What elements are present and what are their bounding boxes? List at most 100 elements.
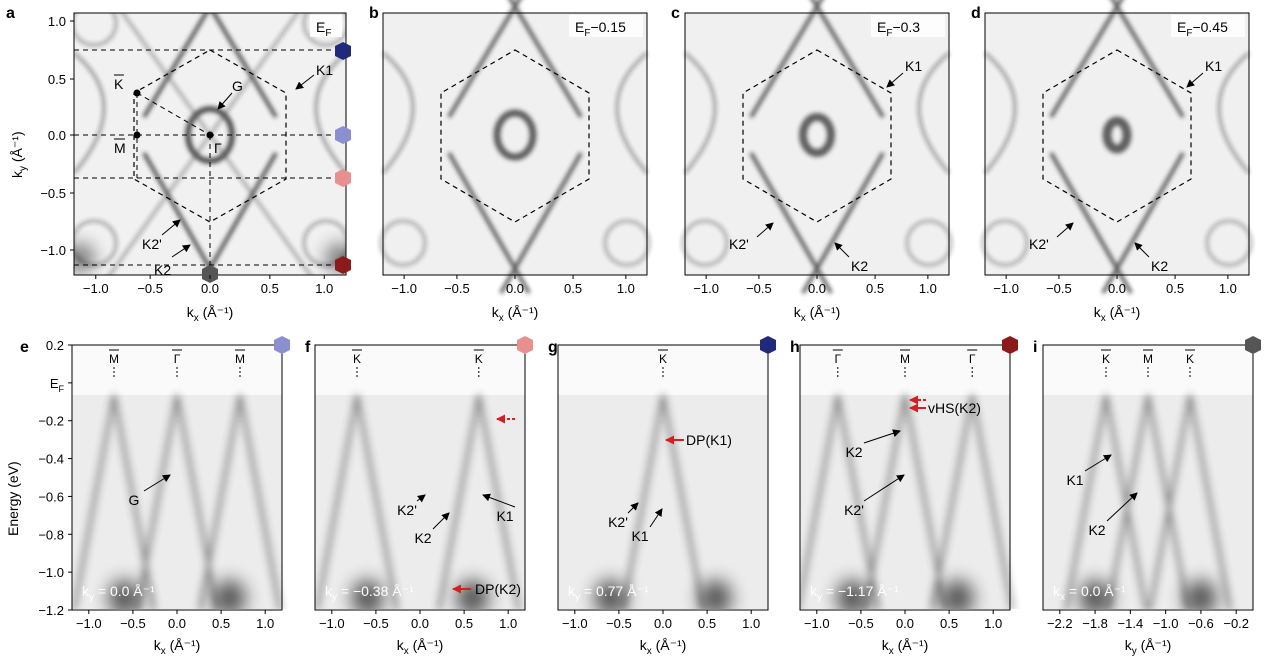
x-tick-label: 0.5 xyxy=(866,281,884,296)
x-tick-label: 0.0 xyxy=(1108,281,1126,296)
x-tick-label: 1.0 xyxy=(742,616,760,631)
momentum-label: ky = −0.38 Å⁻¹ xyxy=(325,583,414,603)
x-tick-label: 0.5 xyxy=(212,616,230,631)
panel-label-i: i xyxy=(1033,339,1037,356)
band-label: K2 xyxy=(1088,522,1105,538)
label-K2: K2 xyxy=(1151,258,1168,274)
x-tick-label: 0.5 xyxy=(940,616,958,631)
label-K2-a: K2 xyxy=(154,262,171,278)
fermi-surface-map-b xyxy=(379,0,651,294)
sym-point-label: M xyxy=(109,352,119,366)
x-tick-label: 0.5 xyxy=(564,281,582,296)
x-tick-label: −1.4 xyxy=(1118,616,1144,631)
label-K1-a: K1 xyxy=(316,62,333,78)
x-tick-label: −1.0 xyxy=(562,616,588,631)
sym-point-label: M xyxy=(1143,352,1153,366)
x-tick-label: −1.0 xyxy=(804,616,830,631)
kx-axis-label: kx (Å⁻¹) xyxy=(794,304,841,324)
x-tick-label: 0.0 xyxy=(896,616,914,631)
label-Mbar: M xyxy=(114,140,126,156)
x-tick-label: −0.5 xyxy=(606,616,632,631)
momentum-label: ky = 0.77 Å⁻¹ xyxy=(568,583,649,603)
panel-e: e M Γ Mky = 0.0 Å⁻¹ −1.0 −0.5 0.0 0.5 1.0 kx (Å⁻¹… xyxy=(20,336,290,657)
vhs-label: vHS(K2) xyxy=(928,400,981,416)
x-tick-label: −1.0 xyxy=(391,281,417,296)
brillouin-zone-hexagon xyxy=(1042,49,1192,223)
cut-marker-hexagon xyxy=(517,336,533,354)
band-label: K1 xyxy=(496,508,513,524)
brillouin-zone-hexagon xyxy=(440,49,590,223)
kx-axis-label: kx (Å⁻¹) xyxy=(187,304,234,324)
panel-a: a xyxy=(6,5,351,283)
arpes-cut-f xyxy=(315,345,525,609)
x-tick-label: −0.2 xyxy=(1223,616,1249,631)
x-tick-label: −0.5 xyxy=(120,616,146,631)
sym-point-label: Γ xyxy=(969,352,976,366)
sym-point-label: K xyxy=(475,352,483,366)
y-tick-label: −1.0 xyxy=(40,243,66,258)
panel-i: i K M Kkx = 0.0 Å⁻¹ −2.2 −1.8 −1.4 −1.0 −0.6 −0.2… xyxy=(1033,336,1261,657)
x-tick-label: 0.0 xyxy=(808,281,826,296)
fermi-surface-map-a xyxy=(74,13,346,275)
label-Kbar: K xyxy=(114,76,124,92)
marker-dark-blue xyxy=(335,42,351,60)
fermi-surface-map-c xyxy=(681,0,953,294)
x-tick-label: 0.0 xyxy=(201,281,219,296)
panel-label-c: c xyxy=(671,5,680,22)
arpes-cut-i xyxy=(1043,345,1253,609)
cut-marker-hexagon xyxy=(760,336,776,354)
momentum-axis-label: kx (Å⁻¹) xyxy=(397,637,444,657)
kx-axis-label: kx (Å⁻¹) xyxy=(492,304,539,324)
y-tick-label: 0.2 xyxy=(46,338,64,353)
x-tick-label: −0.5 xyxy=(848,616,874,631)
momentum-label: ky = −1.17 Å⁻¹ xyxy=(810,583,899,603)
x-tick-label: 0.0 xyxy=(411,616,429,631)
x-tick-label: 0.5 xyxy=(261,281,279,296)
dp-k2-label: DP(K2) xyxy=(475,581,521,597)
band-label: K2 xyxy=(414,530,431,546)
momentum-axis-label: kx (Å⁻¹) xyxy=(640,637,687,657)
label-K2p: K2' xyxy=(729,236,749,252)
x-tick-label: 1.0 xyxy=(984,616,1002,631)
energy-axis-label: Energy (eV) xyxy=(5,461,21,536)
panel-label-g: g xyxy=(548,339,558,356)
panel-d: d EF−0.45 K1 K2' K2 xyxy=(971,0,1253,294)
marker-gray xyxy=(202,265,218,283)
cut-marker-hexagon xyxy=(1245,336,1261,354)
sym-point-label: K xyxy=(659,352,667,366)
y-tick-label: −1.0 xyxy=(38,565,64,580)
x-tick-label: 1.0 xyxy=(617,281,635,296)
panel-label-d: d xyxy=(971,5,981,22)
kx-axis-label: kx (Å⁻¹) xyxy=(1094,304,1141,324)
x-tick-label: −2.2 xyxy=(1047,616,1073,631)
panel-b: b EF−0.15 xyxy=(369,0,651,294)
sym-point-label: K xyxy=(1186,352,1194,366)
band-label: K1 xyxy=(631,528,648,544)
band-label: G xyxy=(129,492,140,508)
panel-label-b: b xyxy=(369,5,379,22)
panel-label-a: a xyxy=(6,5,15,22)
y-tick-label: 0.5 xyxy=(48,72,66,87)
label-K2p: K2' xyxy=(1029,236,1049,252)
panel-label-h: h xyxy=(790,339,800,356)
sym-point-label: K xyxy=(353,352,361,366)
ky-axis-label: ky (Å⁻¹) xyxy=(9,131,29,178)
x-tick-label: −1.0 xyxy=(693,281,719,296)
label-K2p-a: K2' xyxy=(142,236,162,252)
arpes-cut-h xyxy=(800,345,1015,609)
cut-marker-hexagon xyxy=(274,336,290,354)
y-tick-label: 0.0 xyxy=(48,128,66,143)
x-tick-label: 0.5 xyxy=(455,616,473,631)
x-tick-label: 1.0 xyxy=(256,616,274,631)
label-Gamma: Γ xyxy=(214,140,222,156)
x-tick-label: −0.5 xyxy=(1046,281,1072,296)
x-tick-label: −1.0 xyxy=(76,616,102,631)
brillouin-zone-hexagon xyxy=(742,49,892,223)
x-tick-label: −1.0 xyxy=(83,281,109,296)
panel-label-f: f xyxy=(305,339,311,356)
x-tick-label: −0.5 xyxy=(137,281,163,296)
x-tick-label: 1.0 xyxy=(919,281,937,296)
x-tick-label: −0.5 xyxy=(444,281,470,296)
momentum-axis-label: kx (Å⁻¹) xyxy=(154,637,201,657)
